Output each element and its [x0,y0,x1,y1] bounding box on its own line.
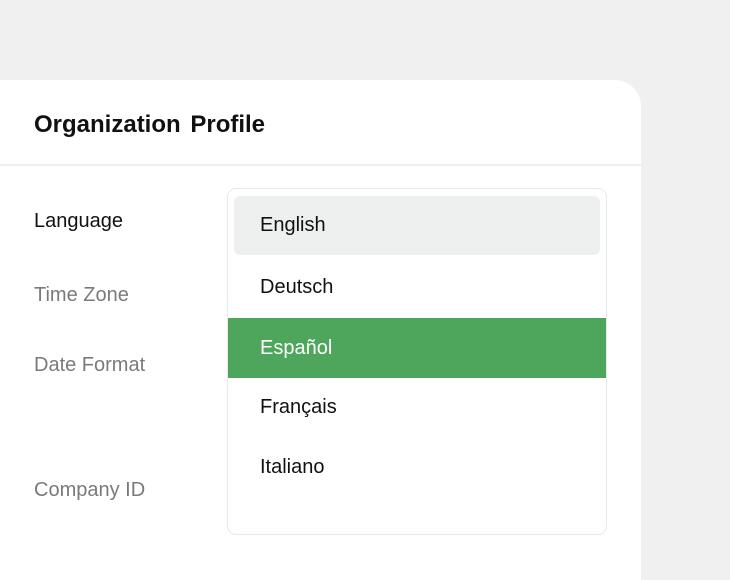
option-francais[interactable]: Français [260,395,337,418]
company-id-label: Company ID [34,479,146,501]
header-divider [0,164,641,166]
language-dropdown-list[interactable]: English Deutsch Español Français Italian… [227,188,607,535]
option-deutsch[interactable]: Deutsch [260,275,334,298]
date-format-label: Date Format [34,354,146,376]
option-italiano[interactable]: Italiano [260,455,325,478]
page-title: Organization Profile [34,111,266,138]
option-english[interactable]: English [234,196,600,255]
time-zone-label: Time Zone [34,284,129,306]
option-espanol[interactable]: Español [228,318,606,378]
language-label: Language [34,210,123,232]
